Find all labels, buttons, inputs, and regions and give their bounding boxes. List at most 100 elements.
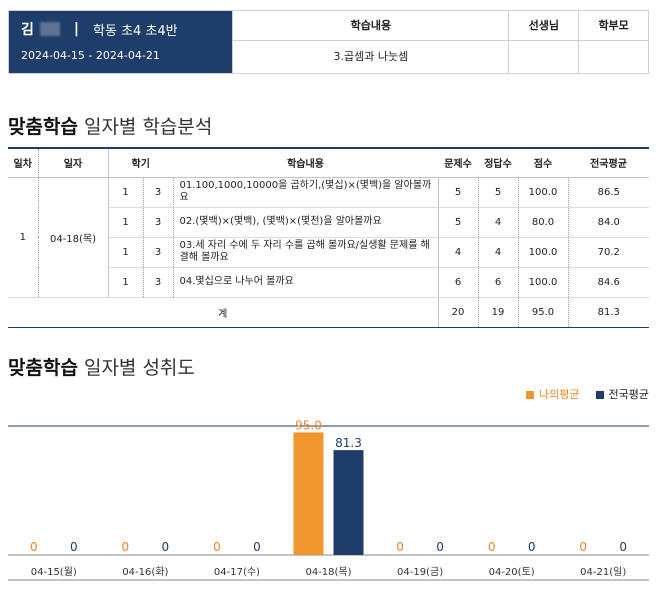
data-label-my-avg: 0 — [122, 540, 130, 554]
content-title: 학습내용 — [233, 11, 509, 41]
correct-cell: 4 — [478, 207, 519, 238]
student-line: 김 | 학동 초4 초4반 — [21, 19, 222, 39]
total-questions: 20 — [438, 296, 479, 328]
col-header-date: 일자 — [38, 149, 109, 178]
unit-cell: 3 — [143, 207, 174, 238]
data-label-my-avg: 95.0 — [295, 420, 322, 432]
data-label-national-avg: 81.3 — [335, 436, 362, 450]
col-header-semester: 학기 — [108, 149, 173, 178]
score-cell: 100.0 — [518, 237, 569, 268]
unit-cell: 3 — [143, 177, 174, 208]
score-cell: 100.0 — [518, 177, 569, 208]
legend-item-my-avg: 나의평균 — [526, 386, 580, 402]
date-cell: 04-18(목) — [38, 177, 109, 298]
x-tick-label: 04-18(목) — [305, 566, 351, 578]
data-label-my-avg: 0 — [488, 540, 496, 554]
content-column: 학습내용 3.곱셈과 나눗셈 — [232, 11, 509, 73]
period: 2024-04-15 - 2024-04-21 — [21, 49, 160, 62]
total-national-avg: 81.3 — [568, 296, 649, 328]
teacher-sign — [509, 41, 578, 73]
section-title-rest: 일자별 학습분석 — [77, 116, 213, 138]
x-tick-label: 04-17(수) — [214, 566, 260, 578]
separator: | — [73, 21, 80, 37]
data-label-my-avg: 0 — [213, 540, 221, 554]
legend-label-national-avg: 전국평균 — [608, 388, 649, 401]
total-label: 계 — [8, 296, 439, 328]
total-correct: 19 — [478, 296, 519, 328]
correct-cell: 5 — [478, 177, 519, 208]
day-cell: 1 — [8, 177, 39, 298]
bar-national-avg — [333, 450, 364, 555]
questions-cell: 6 — [438, 267, 479, 298]
x-tick-label: 04-16(화) — [122, 566, 168, 578]
x-tick-label: 04-15(월) — [31, 566, 77, 578]
legend-item-national-avg: 전국평균 — [595, 386, 649, 402]
report-header: 김 | 학동 초4 초4반 2024-04-15 - 2024-04-21 학습… — [8, 10, 649, 74]
legend-label-my-avg: 나의평균 — [539, 388, 580, 401]
data-label-my-avg: 0 — [30, 540, 38, 554]
questions-cell: 5 — [438, 207, 479, 238]
x-tick-label: 04-21(일) — [580, 566, 626, 578]
data-label-national-avg: 0 — [436, 540, 444, 554]
data-label-national-avg: 0 — [70, 540, 78, 554]
questions-cell: 5 — [438, 177, 479, 208]
x-tick-label: 04-19(금) — [397, 566, 443, 578]
score-cell: 80.0 — [518, 207, 569, 238]
data-label-my-avg: 0 — [396, 540, 404, 554]
unit-cell: 3 — [143, 267, 174, 298]
chart-legend: 나의평균 전국평균 — [526, 386, 649, 402]
teacher-title: 선생님 — [509, 11, 579, 41]
questions-cell: 4 — [438, 237, 479, 268]
x-tick-label: 04-20(토) — [489, 567, 535, 578]
content-cell: 02.(몇백)×(몇백), (몇백)×(몇천)을 알아볼까요 — [173, 207, 439, 238]
national-avg-cell: 70.2 — [568, 237, 649, 268]
national-avg-cell: 86.5 — [568, 177, 649, 208]
unit-cell: 3 — [143, 237, 174, 268]
semester-cell: 1 — [108, 177, 144, 208]
legend-swatch-my-avg — [526, 391, 535, 399]
analysis-table: 일차 일자 학기 학습내용 문제수 정답수 점수 전국평균 1 04-18(목)… — [8, 147, 649, 328]
col-header-correct: 정답수 — [478, 149, 518, 178]
parent-sign — [579, 41, 648, 73]
data-label-national-avg: 0 — [253, 540, 261, 554]
semester-cell: 1 — [108, 207, 144, 238]
table-row: 1 3 02.(몇백)×(몇백), (몇백)×(몇천)을 알아볼까요 5 4 8… — [8, 207, 649, 238]
section-title-rest: 일자별 성취도 — [77, 357, 195, 379]
col-header-national-avg: 전국평균 — [568, 149, 649, 178]
analysis-section-title: 맞춤학습 일자별 학습분석 — [8, 112, 212, 139]
data-label-national-avg: 0 — [528, 540, 536, 554]
achievement-section-title: 맞춤학습 일자별 성취도 — [8, 353, 195, 380]
data-label-national-avg: 0 — [162, 540, 170, 554]
col-header-day: 일차 — [8, 149, 39, 178]
bar-my-avg — [293, 432, 324, 555]
semester-cell: 1 — [108, 267, 144, 298]
section-title-bold: 맞춤학습 — [8, 357, 78, 379]
parent-column: 학부모 — [578, 11, 649, 73]
table-row: 1 3 03.세 자리 수에 두 자리 수를 곱해 볼까요/실생활 문제를 해결… — [8, 237, 649, 268]
col-header-questions: 문제수 — [438, 149, 478, 178]
redacted-name — [39, 22, 60, 36]
total-row: 계 20 19 95.0 81.3 — [8, 296, 649, 328]
data-label-national-avg: 0 — [619, 540, 627, 554]
total-score: 95.0 — [518, 296, 569, 328]
content-cell: 01.100,1000,10000을 곱하기,(몇십)×(몇백)을 알아볼까요 — [173, 177, 439, 208]
teacher-column: 선생님 — [508, 11, 579, 73]
content-cell: 03.세 자리 수에 두 자리 수를 곱해 볼까요/실생활 문제를 해결해 볼까… — [173, 237, 439, 268]
national-avg-cell: 84.0 — [568, 207, 649, 238]
legend-swatch-national-avg — [595, 391, 604, 399]
semester-cell: 1 — [108, 237, 144, 268]
data-label-my-avg: 0 — [579, 540, 587, 554]
content-cell: 04.몇십으로 나누어 볼까요 — [173, 267, 439, 298]
section-title-bold: 맞춤학습 — [8, 116, 78, 138]
student-info-panel: 김 | 학동 초4 초4반 2024-04-15 - 2024-04-21 — [9, 11, 233, 73]
national-avg-cell: 84.6 — [568, 267, 649, 298]
score-cell: 100.0 — [518, 267, 569, 298]
col-header-score: 점수 — [518, 149, 568, 178]
class-name: 학동 초4 초4반 — [93, 23, 178, 39]
achievement-bar-chart: 0 0 04-15(월) 0 0 04-16(화) 0 0 04-17(수) 95.0 81.3 04… — [8, 420, 649, 581]
content-value: 3.곱셈과 나눗셈 — [333, 50, 409, 63]
correct-cell: 6 — [478, 267, 519, 298]
student-name: 김 — [21, 22, 34, 38]
parent-title: 학부모 — [579, 11, 649, 41]
table-row: 1 04-18(목) 1 3 01.100,1000,10000을 곱하기,(몇… — [8, 177, 649, 298]
